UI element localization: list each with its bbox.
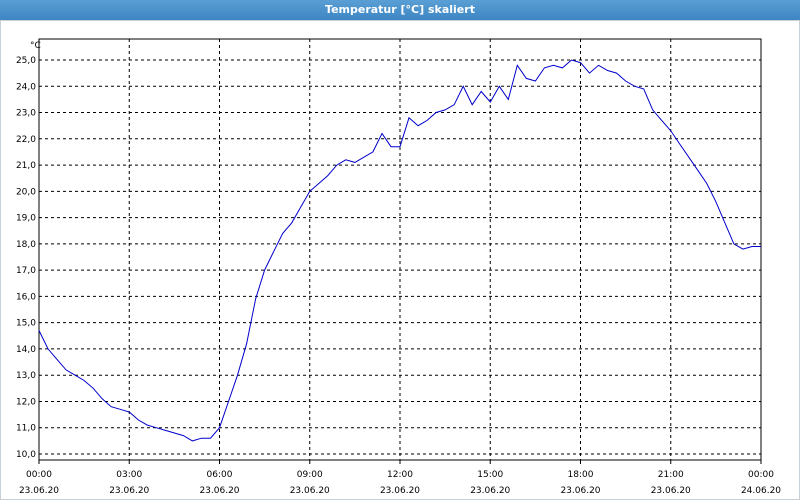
x-tick-time-label: 00:00	[26, 470, 52, 480]
x-tick-time-label: 09:00	[297, 470, 323, 480]
x-tick-date-label: 23.06.20	[651, 486, 691, 496]
x-tick-date-label: 23.06.20	[290, 486, 330, 496]
x-tick-time-label: 06:00	[207, 470, 233, 480]
y-tick-label: 20,0	[16, 187, 36, 197]
x-tick-time-label: 03:00	[116, 470, 142, 480]
x-tick-date-label: 24.06.20	[741, 486, 781, 496]
y-tick-label: 22,0	[16, 135, 36, 145]
y-tick-label: 21,0	[16, 161, 36, 171]
grid-lines	[39, 39, 761, 460]
y-axis-label: °C	[30, 41, 41, 51]
y-tick-label: 25,0	[16, 56, 36, 66]
y-tick-label: 16,0	[16, 292, 36, 302]
x-tick-date-label: 23.06.20	[199, 486, 239, 496]
series-layer	[38, 59, 761, 442]
x-tick-time-label: 00:00	[748, 470, 774, 480]
x-tick-time-label: 12:00	[387, 470, 413, 480]
y-tick-label: 15,0	[16, 319, 36, 329]
y-tick-label: 17,0	[16, 266, 36, 276]
x-tick-date-label: 23.06.20	[560, 486, 600, 496]
x-tick-date-label: 23.06.20	[470, 486, 510, 496]
y-tick-label: 12,0	[16, 397, 36, 407]
y-tick-label: 19,0	[16, 214, 36, 224]
y-tick-label: 24,0	[16, 82, 36, 92]
x-tick-time-label: 15:00	[477, 470, 503, 480]
y-tick-label: 11,0	[16, 424, 36, 434]
x-tick-date-label: 23.06.20	[19, 486, 59, 496]
x-axis-ticks: 00:00 23.06.20 03:00 23.06.20 06:00 23.06.20 0…	[19, 460, 781, 496]
y-tick-label: 13,0	[16, 371, 36, 381]
y-tick-label: 18,0	[16, 240, 36, 250]
y-tick-label: 23,0	[16, 109, 36, 119]
x-tick-time-label: 21:00	[658, 470, 684, 480]
y-axis-ticks: 10,0 11,0 12,0 13,0 14,0 15,0 16,0 17,0 18,0 19,0…	[16, 56, 36, 460]
window-title: Temperatur [°C] skaliert	[325, 3, 475, 16]
x-tick-time-label: 18:00	[568, 470, 594, 480]
y-tick-label: 14,0	[16, 345, 36, 355]
y-tick-label: 10,0	[16, 450, 36, 460]
x-tick-date-label: 23.06.20	[380, 486, 420, 496]
x-tick-date-label: 23.06.20	[109, 486, 149, 496]
temperature-series-line	[38, 59, 761, 442]
